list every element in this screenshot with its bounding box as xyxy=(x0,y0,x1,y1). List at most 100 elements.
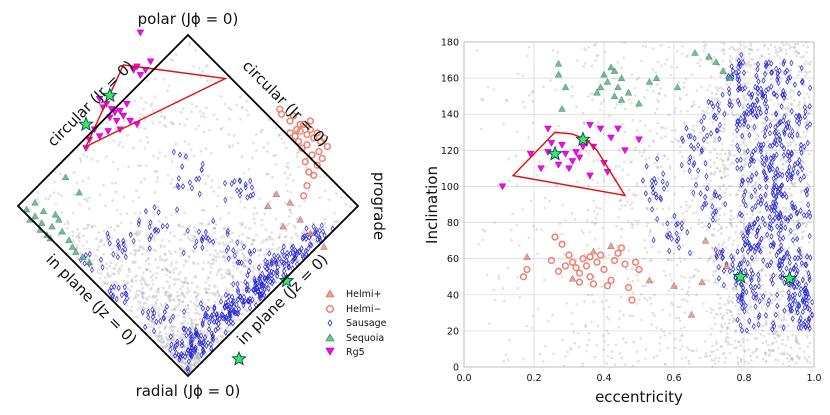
background-star xyxy=(152,248,156,252)
background-star xyxy=(323,221,327,225)
background-star xyxy=(82,227,86,231)
sausage-point xyxy=(735,248,740,255)
sausage-point xyxy=(720,254,725,262)
background-star xyxy=(135,189,138,192)
background-star xyxy=(613,77,616,81)
background-star xyxy=(141,245,145,249)
background-star xyxy=(725,335,728,339)
background-star xyxy=(526,54,529,58)
background-star xyxy=(166,269,170,273)
helmi-plus-point xyxy=(296,215,304,223)
background-star xyxy=(734,328,738,332)
background-star xyxy=(186,344,190,347)
sausage-point xyxy=(760,93,765,101)
background-star xyxy=(256,248,260,252)
background-star xyxy=(690,73,694,76)
sausage-point xyxy=(710,216,715,224)
sausage-point xyxy=(124,291,129,298)
background-star xyxy=(554,88,557,92)
background-star xyxy=(792,242,796,246)
y-tick-label: 120 xyxy=(441,146,459,157)
sausage-point xyxy=(211,238,216,246)
background-star xyxy=(709,255,713,258)
background-star xyxy=(250,242,254,246)
sausage-point xyxy=(226,298,231,305)
background-star xyxy=(809,60,812,64)
background-star xyxy=(115,208,119,212)
background-star xyxy=(757,134,761,138)
sausage-point xyxy=(221,315,226,322)
background-star xyxy=(165,258,169,261)
background-star xyxy=(653,314,656,317)
background-star xyxy=(720,49,724,52)
background-star xyxy=(783,250,786,253)
background-star xyxy=(217,294,221,297)
sausage-point xyxy=(742,256,747,264)
background-star xyxy=(502,359,506,363)
helmi-plus-point xyxy=(279,222,287,230)
background-star xyxy=(156,334,159,338)
background-star xyxy=(644,184,647,188)
sausage-point xyxy=(137,217,142,225)
sausage-point xyxy=(757,104,762,112)
helmi-minus-point xyxy=(624,283,633,292)
background-star xyxy=(158,120,162,124)
background-star xyxy=(651,47,654,50)
background-star xyxy=(644,45,648,48)
background-star xyxy=(680,357,683,360)
background-star xyxy=(740,231,743,234)
background-star xyxy=(768,291,772,295)
background-star xyxy=(179,238,182,242)
background-star xyxy=(779,290,782,293)
y-tick-label: 80 xyxy=(447,218,459,229)
sausage-point xyxy=(736,264,741,272)
background-star xyxy=(665,58,669,61)
background-star xyxy=(65,227,69,230)
background-star xyxy=(192,65,196,68)
background-star xyxy=(721,317,724,321)
sequoia-point xyxy=(85,258,94,265)
background-star xyxy=(729,218,733,222)
sausage-point xyxy=(780,91,785,99)
background-star xyxy=(138,164,142,168)
background-star xyxy=(323,189,327,193)
action-diamond-panel: polar (Jϕ = 0) radial (Jϕ = 0) prograde … xyxy=(16,10,388,400)
background-star xyxy=(750,128,754,132)
background-star xyxy=(784,80,788,83)
background-star xyxy=(125,304,129,307)
background-star xyxy=(194,323,198,327)
background-star xyxy=(658,177,661,181)
background-star xyxy=(265,172,268,176)
background-star xyxy=(150,102,154,105)
background-star xyxy=(207,276,211,279)
background-star xyxy=(648,259,652,263)
sausage-point xyxy=(780,181,785,189)
background-star xyxy=(673,110,676,114)
background-star xyxy=(518,296,522,299)
background-star xyxy=(212,190,215,193)
background-star xyxy=(241,252,244,255)
sausage-point xyxy=(763,312,768,319)
background-star xyxy=(769,251,772,254)
sausage-point xyxy=(769,276,774,284)
sequoia-point xyxy=(48,222,56,230)
background-star xyxy=(181,367,185,370)
sausage-point xyxy=(227,293,232,300)
background-star xyxy=(794,50,797,54)
background-star xyxy=(160,110,163,114)
background-star xyxy=(183,331,186,335)
background-star xyxy=(223,243,226,247)
background-star xyxy=(155,180,159,183)
background-star xyxy=(135,229,139,233)
rg5-point xyxy=(526,151,535,158)
background-star xyxy=(777,206,780,209)
sausage-point xyxy=(765,231,770,239)
background-star xyxy=(162,339,166,343)
sausage-point xyxy=(260,281,265,288)
background-star xyxy=(801,235,805,238)
background-star xyxy=(165,343,169,346)
background-star xyxy=(760,188,764,192)
sausage-point xyxy=(778,211,783,219)
background-star xyxy=(670,258,673,262)
background-star xyxy=(145,135,149,139)
